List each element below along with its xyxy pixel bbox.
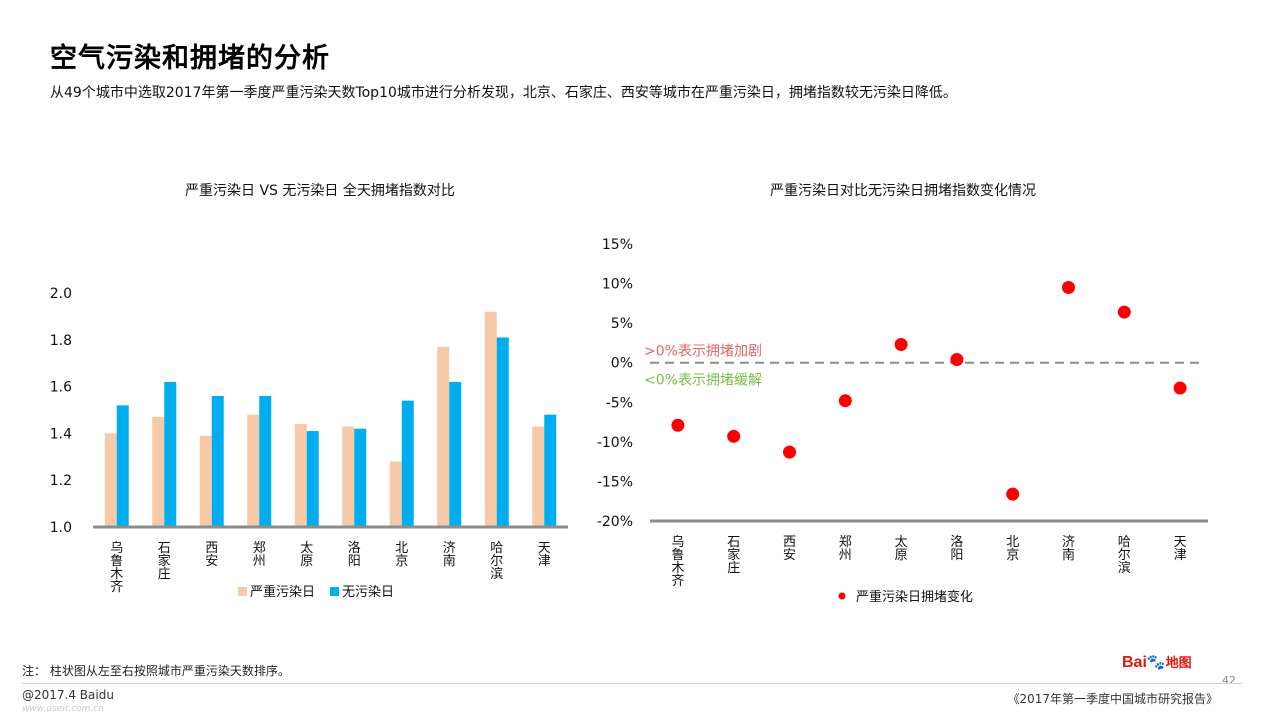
scatter-x-label-6: 北京 bbox=[1006, 535, 1019, 563]
scatter-legend-marker bbox=[838, 592, 846, 600]
bar-clean-3 bbox=[259, 395, 272, 527]
paw-icon: 🐾 bbox=[1146, 654, 1166, 671]
scatter-point-6 bbox=[1006, 487, 1020, 501]
scatter-point-7 bbox=[1062, 281, 1075, 295]
logo-text: Bai bbox=[1122, 654, 1147, 671]
bar-y-tick-label: 2.0 bbox=[50, 286, 72, 302]
scatter-x-label-9: 天津 bbox=[1174, 535, 1187, 563]
watermark: www.useit.com.cn bbox=[22, 704, 104, 714]
bar-clean-7 bbox=[449, 381, 462, 527]
scatter-x-label-3: 郑州 bbox=[839, 535, 852, 563]
scatter-point-9 bbox=[1173, 381, 1187, 395]
bar-x-label-5: 洛阳 bbox=[348, 541, 361, 569]
scatter-chart-title: 严重污染日对比无污染日拥堵指数变化情况 bbox=[770, 183, 1036, 199]
bar-legend-label-1: 无污染日 bbox=[342, 585, 394, 600]
bar-x-label-2: 西安 bbox=[205, 541, 218, 569]
scatter-y-tick-label: -20% bbox=[597, 514, 633, 530]
bar-y-tick-label: 1.4 bbox=[50, 426, 72, 442]
bar-x-label-3: 郑州 bbox=[253, 541, 266, 569]
bar-x-label-9: 天津 bbox=[538, 541, 551, 569]
logo-map-text: 地图 bbox=[1165, 655, 1192, 670]
bar-polluted-6 bbox=[389, 461, 402, 527]
bar-y-tick-label: 1.2 bbox=[50, 473, 72, 489]
bar-polluted-3 bbox=[247, 414, 260, 527]
scatter-point-4 bbox=[894, 338, 908, 352]
bar-clean-2 bbox=[211, 395, 224, 527]
bar-chart-title: 严重污染日 VS 无污染日 全天拥堵指数对比 bbox=[185, 183, 455, 199]
bar-clean-4 bbox=[306, 431, 319, 527]
bar-clean-0 bbox=[116, 405, 129, 527]
bar-x-label-6: 北京 bbox=[395, 541, 408, 569]
scatter-y-tick-label: 15% bbox=[602, 237, 633, 253]
scatter-x-label-1: 石家庄 bbox=[727, 535, 740, 576]
baidu-map-logo: Bai🐾地图 bbox=[1122, 652, 1192, 672]
bar-clean-8 bbox=[496, 337, 509, 527]
scatter-point-1 bbox=[727, 429, 741, 443]
footer-divider bbox=[22, 683, 1242, 684]
scatter-y-tick-label: 10% bbox=[602, 277, 633, 293]
footnote: 注： 柱状图从左至右按照城市严重污染天数排序。 bbox=[22, 664, 290, 678]
scatter-y-tick-label: -15% bbox=[597, 474, 633, 490]
bar-x-label-0: 乌鲁木齐 bbox=[110, 540, 123, 595]
scatter-y-tick-label: 0% bbox=[611, 356, 633, 372]
scatter-legend-label: 严重污染日拥堵变化 bbox=[856, 589, 973, 605]
scatter-point-0 bbox=[671, 418, 685, 432]
scatter-y-tick-label: 5% bbox=[611, 316, 633, 332]
scatter-point-2 bbox=[783, 445, 796, 459]
bar-polluted-0 bbox=[104, 433, 117, 527]
annotation-increase: >0%表示拥堵加剧 bbox=[644, 344, 762, 360]
bar-polluted-5 bbox=[342, 426, 355, 527]
page-subtitle: 从49个城市中选取2017年第一季度严重污染天数Top10城市进行分析发现，北京… bbox=[50, 85, 957, 101]
bar-x-label-8: 哈尔滨 bbox=[490, 541, 503, 582]
scatter-point-8 bbox=[1117, 305, 1131, 319]
bar-y-tick-label: 1.6 bbox=[50, 380, 72, 396]
bar-polluted-9 bbox=[532, 426, 545, 527]
bar-clean-1 bbox=[164, 381, 177, 527]
scatter-x-label-0: 乌鲁木齐 bbox=[671, 534, 684, 589]
scatter-x-label-5: 洛阳 bbox=[950, 535, 963, 563]
report-name: 《2017年第一季度中国城市研究报告》 bbox=[1007, 692, 1218, 706]
page-number: 42 bbox=[1222, 674, 1236, 687]
bar-polluted-4 bbox=[294, 424, 307, 527]
bar-x-label-4: 太原 bbox=[300, 541, 313, 569]
scatter-x-label-4: 太原 bbox=[895, 535, 908, 563]
scatter-point-3 bbox=[838, 394, 852, 408]
copyright: @2017.4 Baidu bbox=[22, 688, 114, 702]
scatter-x-label-8: 哈尔滨 bbox=[1118, 535, 1131, 576]
bar-legend-swatch-0 bbox=[238, 587, 247, 596]
bar-polluted-8 bbox=[484, 311, 497, 527]
bar-x-label-7: 济南 bbox=[443, 541, 456, 569]
bar-y-tick-label: 1.8 bbox=[50, 333, 72, 349]
scatter-y-tick-label: -10% bbox=[597, 435, 633, 451]
scatter-x-label-2: 西安 bbox=[783, 535, 796, 563]
bar-clean-5 bbox=[354, 428, 367, 527]
bar-polluted-1 bbox=[152, 417, 165, 527]
bar-legend-label-0: 严重污染日 bbox=[250, 584, 315, 600]
annotation-decrease: <0%表示拥堵缓解 bbox=[644, 373, 762, 389]
scatter-x-label-7: 济南 bbox=[1062, 535, 1075, 563]
bar-clean-6 bbox=[401, 400, 414, 527]
bar-clean-9 bbox=[544, 414, 557, 527]
bar-legend-swatch-1 bbox=[330, 587, 339, 596]
scatter-point-5 bbox=[950, 353, 964, 367]
page-title: 空气污染和拥堵的分析 bbox=[50, 43, 330, 74]
bar-y-tick-label: 1.0 bbox=[50, 520, 72, 536]
bar-polluted-7 bbox=[437, 346, 450, 527]
bar-polluted-2 bbox=[199, 435, 212, 527]
scatter-y-tick-label: -5% bbox=[606, 395, 633, 411]
bar-x-label-1: 石家庄 bbox=[158, 541, 171, 582]
